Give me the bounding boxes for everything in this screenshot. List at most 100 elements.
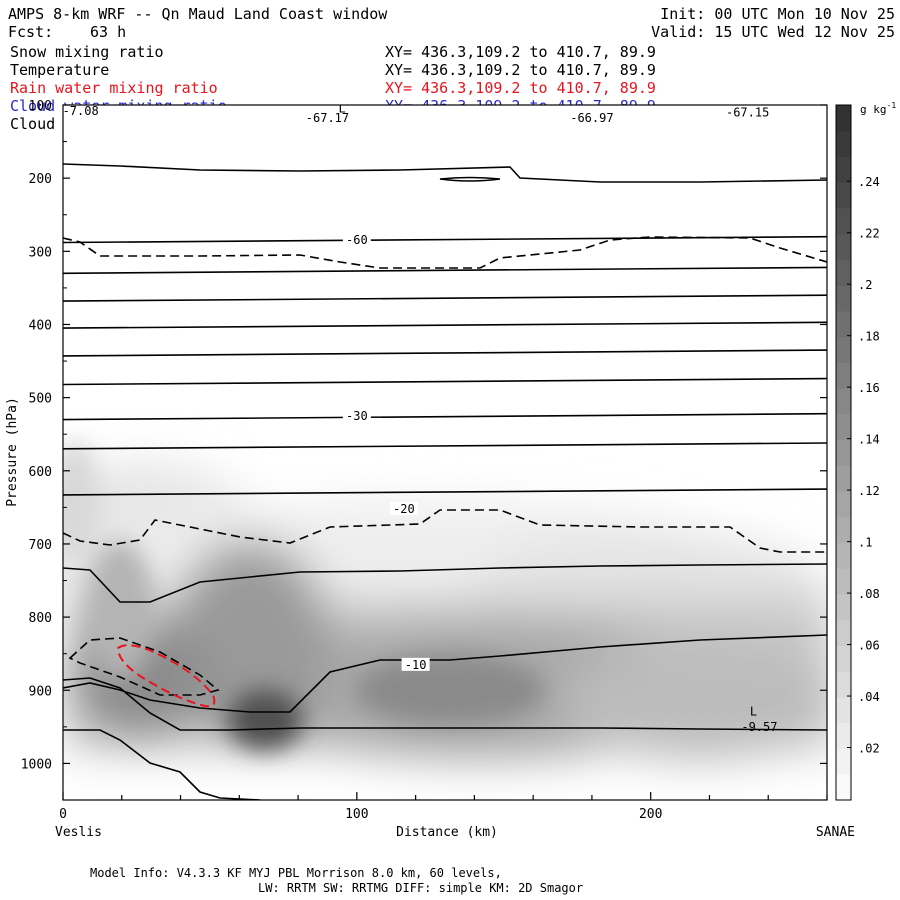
colorbar-frame bbox=[835, 104, 852, 801]
footer-model-info: Model Info: V4.3.3 KF MYJ PBL Morrison 8… bbox=[90, 866, 502, 880]
field-xy-0: XY= 436.3,109.2 to 410.7, 89.9 bbox=[385, 43, 656, 61]
colorbar-label-3: .08 bbox=[858, 587, 880, 601]
colorbar-swatch-22 bbox=[836, 208, 851, 235]
field-name-1: Temperature bbox=[10, 61, 109, 79]
isotherm-upper-mid bbox=[63, 729, 261, 800]
label-bg-2 bbox=[389, 502, 418, 516]
header-title: AMPS 8-km WRF -- Qn Maud Land Coast wind… bbox=[8, 5, 388, 23]
x-axis-label: Distance (km) bbox=[396, 825, 498, 840]
x-start-label: Veslis bbox=[55, 825, 102, 840]
y-tick-label-100: 100 bbox=[29, 99, 52, 114]
isotherm-9 bbox=[63, 488, 827, 496]
temperature-isotherms bbox=[63, 235, 827, 496]
y-tick-label-800: 800 bbox=[29, 611, 52, 626]
label-bg-3 bbox=[401, 657, 430, 671]
isotherm-4 bbox=[63, 321, 827, 329]
colorbar-swatch-12 bbox=[836, 465, 851, 492]
temp-label-1: -30 bbox=[346, 409, 368, 423]
annotation-1: -66.97 bbox=[570, 111, 613, 125]
y-tick-label-700: 700 bbox=[29, 538, 52, 553]
colorbar-swatch-7 bbox=[836, 594, 851, 621]
plot-frame bbox=[62, 104, 828, 801]
colorbar-swatch-19 bbox=[836, 285, 851, 312]
colorbar-swatch-20 bbox=[836, 259, 851, 286]
colorbar-swatch-13 bbox=[836, 439, 851, 466]
colorbar-label-9: .2 bbox=[858, 278, 872, 292]
contour-lines bbox=[63, 163, 827, 800]
colorbar-label-2: .06 bbox=[858, 639, 880, 653]
colorbar-swatch-6 bbox=[836, 619, 851, 646]
colorbar-swatch-23 bbox=[836, 182, 851, 209]
colorbar-swatch-24 bbox=[836, 156, 851, 183]
fcst-value: 63 h bbox=[90, 23, 126, 41]
y-axis-label: Pressure (hPa) bbox=[5, 397, 20, 507]
colorbar-swatch-1 bbox=[836, 748, 851, 775]
isotherm-1 bbox=[63, 235, 827, 244]
colorbar-swatch-11 bbox=[836, 491, 851, 518]
snow-shading bbox=[63, 440, 827, 760]
annotation-4: -7.08 bbox=[63, 104, 99, 118]
colorbar-swatch-8 bbox=[836, 568, 851, 595]
field-name-0: Snow mixing ratio bbox=[10, 43, 164, 61]
colorbar-swatch-2 bbox=[836, 722, 851, 749]
colorbar-label-0: .02 bbox=[858, 742, 880, 756]
y-tick-label-500: 500 bbox=[29, 392, 52, 407]
y-tick-label-300: 300 bbox=[29, 245, 52, 260]
colorbar-swatch-25 bbox=[836, 130, 851, 157]
init-time: Init: 00 UTC Mon 10 Nov 25 bbox=[660, 5, 895, 23]
x-tick-label-100: 100 bbox=[345, 807, 368, 822]
x-tick-label-200: 200 bbox=[639, 807, 662, 822]
label-bg-0 bbox=[342, 232, 371, 246]
colorbar-unit: g kg-1 bbox=[860, 101, 896, 116]
colorbar-swatch-15 bbox=[836, 388, 851, 415]
rain-water-contour bbox=[116, 644, 216, 708]
y-tick-label-200: 200 bbox=[29, 172, 52, 187]
annotation-6: -9.57 bbox=[741, 720, 777, 734]
snow-contour-low-level bbox=[68, 637, 220, 696]
isotherm-7 bbox=[63, 412, 827, 421]
x-end-label: SANAE bbox=[816, 825, 855, 840]
annotation-5: L bbox=[750, 704, 757, 718]
colorbar-label-6: .14 bbox=[858, 433, 880, 447]
fcst-label: Fcst: bbox=[8, 23, 53, 41]
temp-label-3: -10 bbox=[405, 658, 427, 672]
field-xy-2: XY= 436.3,109.2 to 410.7, 89.9 bbox=[385, 79, 656, 97]
colorbar-label-4: .1 bbox=[858, 536, 872, 550]
cloud-ice-contour-lower bbox=[63, 509, 827, 553]
annotation-3: L bbox=[339, 102, 346, 116]
colorbar-swatch-18 bbox=[836, 310, 851, 338]
valid-time: Valid: 15 UTC Wed 12 Nov 25 bbox=[651, 23, 895, 41]
colorbar-swatch-3 bbox=[836, 697, 851, 724]
small-closed-contour bbox=[439, 176, 501, 182]
footer-physics-info: LW: RRTM SW: RRTMG DIFF: simple KM: 2D S… bbox=[258, 881, 583, 895]
x-tick-label-0: 0 bbox=[59, 807, 67, 822]
colorbar-swatch-16 bbox=[836, 362, 851, 389]
label-bg-1 bbox=[342, 409, 371, 423]
colorbar-label-11: .24 bbox=[858, 175, 880, 189]
colorbar-swatch-0 bbox=[836, 774, 851, 801]
colorbar-swatch-21 bbox=[836, 233, 851, 260]
isotherm-8 bbox=[63, 442, 827, 450]
colorbar-label-8: .18 bbox=[858, 330, 880, 344]
colorbar-swatch-26 bbox=[836, 105, 851, 132]
isotherm-780 bbox=[63, 563, 827, 603]
annotation-0: -67.17 bbox=[306, 111, 349, 125]
colorbar: .02 .04 .06 .08 .1 .12 .14 .16 .18 .2 .22 .24 bbox=[835, 104, 880, 801]
colorbar-label-10: .22 bbox=[858, 227, 880, 241]
temp-label-2: -20 bbox=[393, 502, 415, 516]
x-axis: 0 100 200 bbox=[59, 792, 828, 822]
colorbar-label-7: .16 bbox=[858, 381, 880, 395]
temp-label-0: -60 bbox=[346, 233, 368, 247]
isotherm-top bbox=[63, 163, 827, 183]
isotherm-surface bbox=[63, 677, 827, 731]
y-tick-label-400: 400 bbox=[29, 318, 52, 333]
annotation-2: -67.15 bbox=[726, 105, 769, 119]
isotherm-5 bbox=[63, 349, 827, 357]
colorbar-swatch-10 bbox=[836, 516, 851, 544]
field-name-2: Rain water mixing ratio bbox=[10, 79, 218, 97]
y-tick-label-900: 900 bbox=[29, 684, 52, 699]
field-xy-1: XY= 436.3,109.2 to 410.7, 89.9 bbox=[385, 61, 656, 79]
isotherm-3 bbox=[63, 294, 827, 302]
contour-labels: -60 -30 -20 -10 -67.17 -66.97 -67.15 L -7.08 L -9.… bbox=[63, 102, 777, 734]
